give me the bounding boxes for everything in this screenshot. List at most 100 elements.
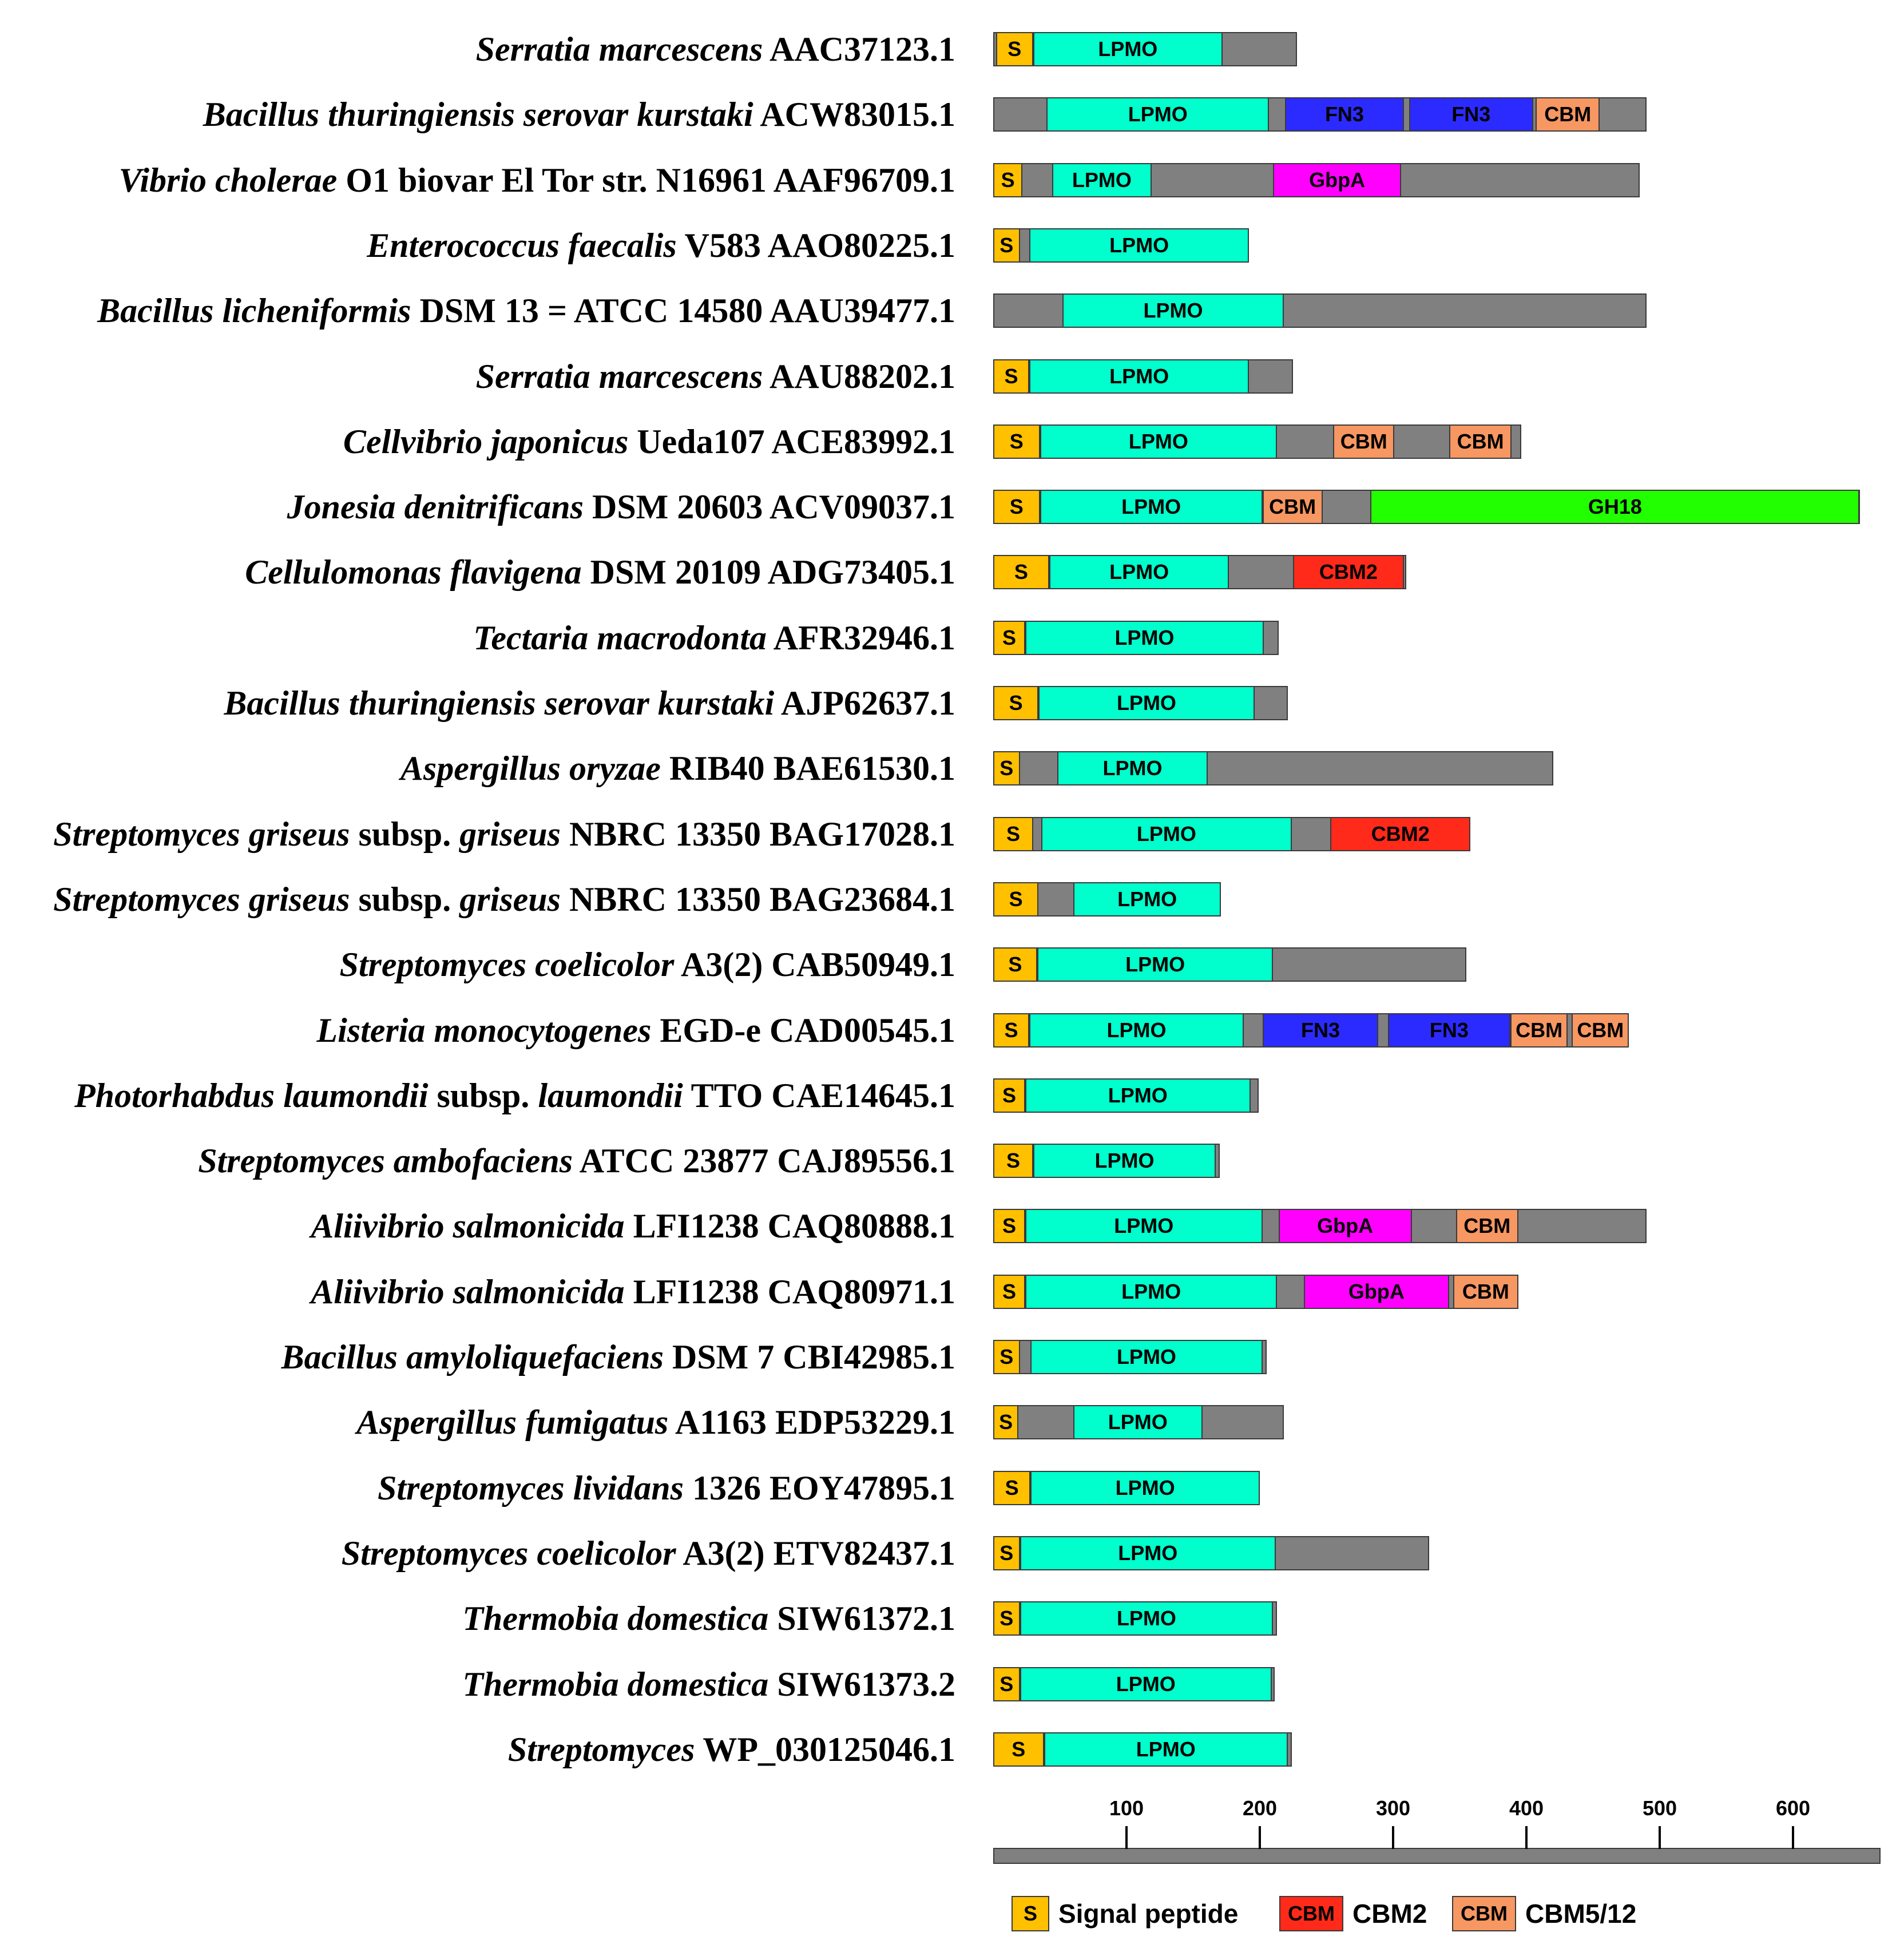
axis-tick-label: 100 (1109, 1796, 1144, 1820)
domain-s: S (993, 229, 1020, 261)
protein-label: Vibrio cholerae O1 biovar El Tor str. N1… (119, 146, 955, 215)
domain-fn3: FN3 (1262, 1014, 1379, 1046)
domain-lpmo: LPMO (1025, 1079, 1251, 1112)
domain-lpmo: LPMO (1033, 1145, 1216, 1177)
strain-accession: WP_030125046.1 (695, 1730, 955, 1768)
species-name: Enterococcus faecalis (367, 226, 677, 264)
axis-tick-label: 300 (1375, 1796, 1411, 1820)
legend-item: CBM CBM5/12 (1452, 1894, 1636, 1934)
domain-fn3: FN3 (1409, 98, 1533, 131)
species-name: Streptomyces coelicolor (341, 1534, 676, 1572)
protein-label: Streptomyces lividans 1326 EOY47895.1 (378, 1454, 955, 1522)
protein-label: Streptomyces coelicolor A3(2) ETV82437.1 (342, 1519, 955, 1588)
axis-tick (1525, 1826, 1528, 1849)
species-name: Cellvibrio japonicus (343, 422, 629, 461)
domain-s: S (993, 491, 1040, 523)
domain-gbpa: GbpA (1273, 164, 1401, 196)
protein-label: Cellvibrio japonicus Ueda107 ACE83992.1 (343, 407, 955, 476)
domain-s: S (993, 687, 1039, 719)
protein-label: Aspergillus oryzae RIB40 BAE61530.1 (400, 734, 955, 803)
domain-s: S (993, 360, 1029, 392)
legend-swatch: CBM (1452, 1896, 1516, 1931)
domain-lpmo: LPMO (1029, 360, 1250, 392)
domain-cbm2: CBM2 (1293, 556, 1404, 589)
subspecies-name: griseus (459, 880, 561, 918)
domain-lpmo: LPMO (1040, 491, 1263, 523)
domain-s: S (993, 883, 1039, 915)
species-name: Listeria monocytogenes (316, 1011, 652, 1049)
strain-accession: V583 AAO80225.1 (676, 226, 955, 264)
domain-fn3: FN3 (1387, 1014, 1511, 1046)
domain-cbm: CBM (1536, 98, 1600, 131)
protein-backbone-bar: S LPMO (993, 359, 1294, 394)
species-name: Thermobia domestica (462, 1665, 769, 1703)
strain-accession: 1326 EOY47895.1 (683, 1469, 955, 1507)
protein-backbone-bar: S LPMO (993, 686, 1288, 720)
domain-cbm: CBM (1455, 1210, 1518, 1243)
domain-lpmo: LPMO (1049, 556, 1229, 589)
axis-tick-label: 200 (1242, 1796, 1278, 1820)
strain-accession: O1 biovar El Tor str. N16961 AAF96709.1 (337, 161, 955, 199)
domain-lpmo: LPMO (1025, 621, 1264, 654)
species-name: Streptomyces coelicolor (339, 946, 675, 984)
protein-backbone-bar: S LPMO (993, 1144, 1220, 1179)
strain-accession: EGD-e CAD00545.1 (651, 1011, 955, 1049)
domain-s: S (993, 1341, 1020, 1373)
domain-lpmo: LPMO (1029, 229, 1250, 261)
species-name: Bacillus licheniformis (97, 292, 411, 330)
domain-cbm: CBM (1262, 491, 1323, 523)
protein-backbone-bar: LPMO (993, 293, 1647, 328)
species-name: Bacillus amyloliquefaciens (281, 1338, 664, 1376)
domain-gh18: GH18 (1370, 491, 1860, 523)
strain-accession: AAC37123.1 (763, 30, 955, 68)
domain-lpmo: LPMO (1073, 1406, 1203, 1439)
domain-s: S (993, 621, 1025, 654)
strain-accession: DSM 20603 ACV09037.1 (583, 488, 955, 526)
species-name: Cellulomonas flavigena (245, 553, 582, 592)
strain-accession: RIB40 BAE61530.1 (660, 749, 955, 788)
axis-tick (1792, 1826, 1794, 1849)
domain-lpmo: LPMO (1037, 949, 1274, 981)
domain-s: S (993, 1406, 1019, 1439)
protein-backbone-bar: S LPMO (993, 1340, 1267, 1374)
axis-tick-label: 600 (1775, 1796, 1811, 1820)
protein-label: Jonesia denitrificans DSM 20603 ACV09037… (287, 473, 955, 541)
species-name: Vibrio cholerae (118, 161, 338, 199)
domain-s: S (993, 556, 1049, 589)
strain-accession: AAU88202.1 (763, 357, 955, 395)
protein-backbone-bar: S LPMO GbpA CBM (993, 1209, 1647, 1244)
domain-cbm: CBM (1453, 1275, 1518, 1308)
protein-label: Bacillus thuringiensis serovar kurstaki … (224, 669, 955, 737)
species-name: Aliivibrio salmonicida (311, 1272, 625, 1311)
axis-tick (1392, 1826, 1394, 1849)
protein-label: Enterococcus faecalis V583 AAO80225.1 (367, 211, 955, 280)
protein-backbone-bar: S LPMO CBM2 (993, 816, 1471, 851)
domain-cbm: CBM (1572, 1014, 1629, 1046)
domain-s: S (993, 1602, 1020, 1635)
species-name: Streptomyces ambofaciens (198, 1142, 573, 1180)
protein-backbone-bar: S LPMO (993, 882, 1221, 916)
protein-backbone-bar: S LPMO (993, 1470, 1260, 1505)
protein-backbone-bar: S LPMO CBM GH18 (993, 490, 1860, 525)
domain-cbm: CBM (1449, 425, 1512, 458)
domain-lpmo: LPMO (1030, 1341, 1263, 1373)
domain-cbm: CBM (1333, 425, 1395, 458)
strain-accession: A3(2) CAB50949.1 (674, 946, 955, 984)
protein-backbone-bar: S LPMO (993, 751, 1553, 786)
species-name: Serratia marcescens (475, 30, 763, 68)
domain-s: S (993, 425, 1040, 458)
strain-accession: Ueda107 ACE83992.1 (628, 422, 955, 461)
domain-lpmo: LPMO (1030, 1471, 1260, 1504)
domain-s: S (993, 949, 1037, 981)
strain-accession: DSM 13 = ATCC 14580 AAU39477.1 (411, 292, 955, 330)
domain-lpmo: LPMO (1025, 1275, 1278, 1308)
protein-backbone-bar: S LPMO (993, 947, 1467, 982)
subspecies-name: griseus (459, 815, 561, 853)
domain-lpmo: LPMO (1073, 883, 1221, 915)
protein-label: Bacillus licheniformis DSM 13 = ATCC 145… (97, 276, 955, 345)
domain-s: S (993, 752, 1020, 785)
protein-backbone-bar: LPMO FN3 FN3 CBM (993, 97, 1647, 132)
strain-accession: subsp. (350, 815, 460, 853)
domain-s: S (993, 1668, 1020, 1700)
strain-accession: AJP62637.1 (774, 684, 955, 722)
